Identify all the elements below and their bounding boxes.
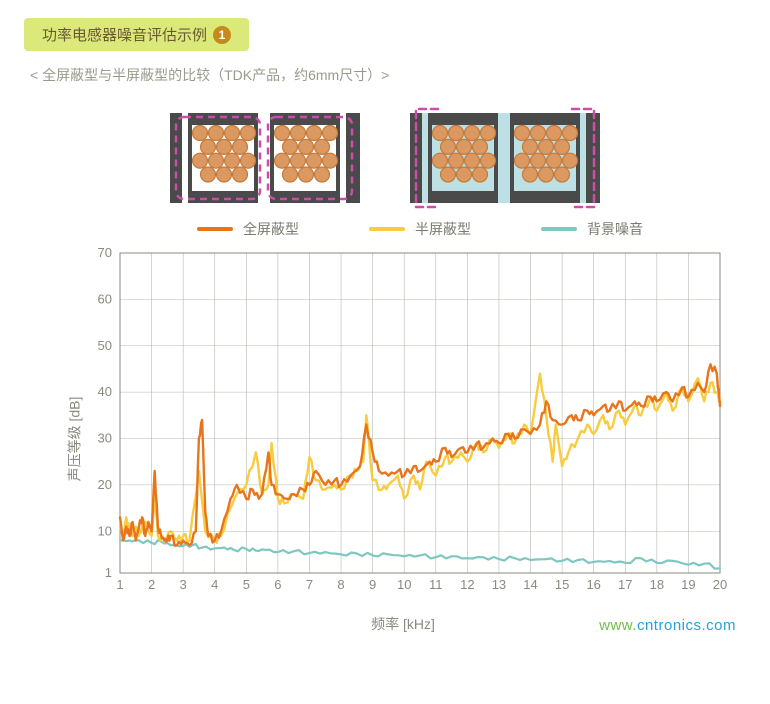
svg-text:12: 12 [460, 577, 474, 592]
legend-item-bg: 背景噪音 [541, 219, 643, 239]
svg-text:14: 14 [523, 577, 537, 592]
svg-text:8: 8 [337, 577, 344, 592]
svg-text:19: 19 [681, 577, 695, 592]
chart-container: 声压等级 [dB] 123456789101112131415161718192… [80, 243, 726, 634]
page: 功率电感器噪音评估示例 1 < 全屏蔽型与半屏蔽型的比较（TDK产品，约6mm尺… [0, 0, 770, 644]
svg-text:5: 5 [243, 577, 250, 592]
subtitle: < 全屏蔽型与半屏蔽型的比较（TDK产品，约6mm尺寸）> [30, 65, 746, 85]
svg-text:1: 1 [116, 577, 123, 592]
svg-text:10: 10 [397, 577, 411, 592]
noise-chart: 1234567891011121314151617181920110203040… [80, 243, 730, 603]
watermark: www.cntronics.com [599, 617, 736, 634]
legend-label: 全屏蔽型 [243, 219, 299, 239]
semi-shield-diagram [410, 103, 600, 213]
legend-swatch [541, 227, 577, 231]
svg-text:60: 60 [98, 291, 112, 306]
svg-text:6: 6 [274, 577, 281, 592]
svg-text:50: 50 [98, 338, 112, 353]
svg-text:2: 2 [148, 577, 155, 592]
y-axis-label: 声压等级 [dB] [64, 396, 84, 481]
svg-text:18: 18 [650, 577, 664, 592]
svg-text:11: 11 [429, 577, 443, 592]
title-text: 功率电感器噪音评估示例 [42, 24, 207, 45]
inductor-diagrams [24, 103, 746, 213]
title-bar: 功率电感器噪音评估示例 1 [24, 18, 249, 51]
title-number-badge: 1 [213, 26, 231, 44]
svg-text:40: 40 [98, 384, 112, 399]
svg-text:15: 15 [555, 577, 569, 592]
legend: 全屏蔽型 半屏蔽型 背景噪音 [94, 219, 746, 239]
svg-text:3: 3 [180, 577, 187, 592]
svg-text:10: 10 [98, 523, 112, 538]
svg-text:20: 20 [98, 477, 112, 492]
legend-item-semi: 半屏蔽型 [369, 219, 471, 239]
legend-label: 背景噪音 [587, 219, 643, 239]
svg-text:13: 13 [492, 577, 506, 592]
svg-text:9: 9 [369, 577, 376, 592]
legend-swatch [369, 227, 405, 231]
svg-text:7: 7 [306, 577, 313, 592]
svg-text:1: 1 [105, 565, 112, 580]
full-shield-diagram [170, 103, 360, 213]
legend-label: 半屏蔽型 [415, 219, 471, 239]
svg-text:20: 20 [713, 577, 727, 592]
svg-text:70: 70 [98, 245, 112, 260]
legend-swatch [197, 227, 233, 231]
svg-text:17: 17 [618, 577, 632, 592]
svg-text:16: 16 [586, 577, 600, 592]
svg-text:4: 4 [211, 577, 218, 592]
svg-text:30: 30 [98, 431, 112, 446]
legend-item-full: 全屏蔽型 [197, 219, 299, 239]
